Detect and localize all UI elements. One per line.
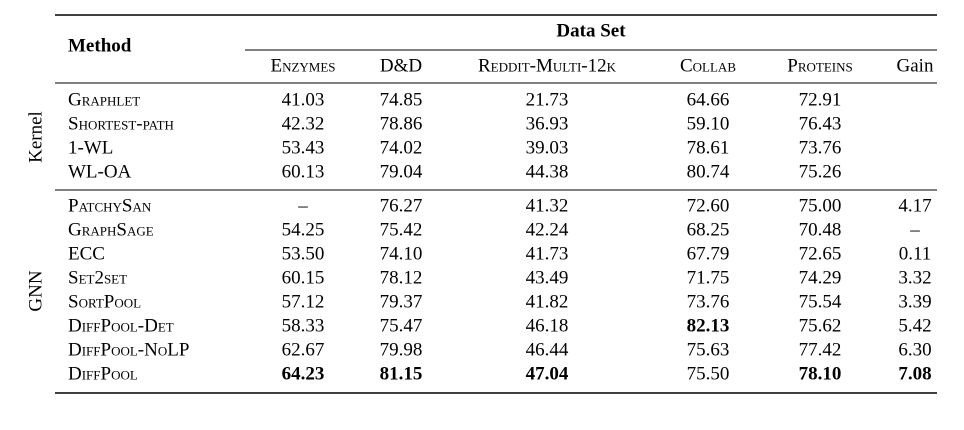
cell: 58.33 xyxy=(282,315,325,336)
cell: 78.10 xyxy=(799,363,842,384)
cell: 73.76 xyxy=(799,137,842,158)
cell: 75.42 xyxy=(380,219,423,240)
method-name: Set2set xyxy=(68,267,127,288)
cell: 64.66 xyxy=(687,89,730,110)
cell: 75.62 xyxy=(799,315,842,336)
cell: 74.10 xyxy=(380,243,423,264)
cell: 46.18 xyxy=(526,315,569,336)
cell: 78.61 xyxy=(687,137,730,158)
cell: 46.44 xyxy=(526,339,569,360)
method-name: DiffPool-NoLP xyxy=(68,339,189,360)
cell: 72.65 xyxy=(799,243,842,264)
method-header: Method xyxy=(68,35,132,56)
cell: 73.76 xyxy=(687,291,730,312)
cell: 75.50 xyxy=(687,363,730,384)
cell: 43.49 xyxy=(526,267,569,288)
cell: 53.50 xyxy=(282,243,325,264)
cell: 0.11 xyxy=(899,243,932,264)
cell: 82.13 xyxy=(687,315,730,336)
cell: 78.12 xyxy=(380,267,423,288)
cell: 75.26 xyxy=(799,161,842,182)
method-name: WL-OA xyxy=(68,161,132,182)
method-name: GraphSage xyxy=(68,219,154,240)
method-name: DiffPool-Det xyxy=(68,315,174,336)
column-header: D&D xyxy=(380,55,422,76)
cell: 79.98 xyxy=(380,339,423,360)
group-label: GNN xyxy=(25,270,46,311)
column-header: Gain xyxy=(897,55,934,76)
cell: 57.12 xyxy=(282,291,325,312)
cell: 74.02 xyxy=(380,137,423,158)
cell: 77.42 xyxy=(799,339,842,360)
cell: 75.47 xyxy=(380,315,423,336)
cell: 60.13 xyxy=(282,161,325,182)
cell: 70.48 xyxy=(799,219,842,240)
cell: 41.82 xyxy=(526,291,569,312)
method-name: Graphlet xyxy=(68,89,140,110)
method-name: DiffPool xyxy=(68,363,138,384)
cell: 68.25 xyxy=(687,219,730,240)
cell: 81.15 xyxy=(380,363,423,384)
cell: 75.00 xyxy=(799,195,842,216)
cell: 4.17 xyxy=(898,195,931,216)
column-header: Proteins xyxy=(787,55,852,76)
cell: – xyxy=(297,195,308,216)
cell: 74.29 xyxy=(799,267,842,288)
method-name: 1-WL xyxy=(68,137,113,158)
cell: 67.79 xyxy=(687,243,730,264)
cell: 60.15 xyxy=(282,267,325,288)
cell: 72.91 xyxy=(799,89,842,110)
cell: 79.37 xyxy=(380,291,423,312)
cell: 74.85 xyxy=(380,89,423,110)
column-header: Enzymes xyxy=(270,55,335,76)
method-name: Shortest-path xyxy=(68,113,174,134)
cell: 36.93 xyxy=(526,113,569,134)
dataset-header: Data Set xyxy=(556,20,626,41)
cell: 41.32 xyxy=(526,195,569,216)
cell: 75.54 xyxy=(799,291,842,312)
cell: 72.60 xyxy=(687,195,730,216)
cell: 7.08 xyxy=(898,363,931,384)
cell: 53.43 xyxy=(282,137,325,158)
cell: – xyxy=(909,219,920,240)
cell: 76.27 xyxy=(380,195,423,216)
cell: 41.73 xyxy=(526,243,569,264)
cell: 44.38 xyxy=(526,161,569,182)
method-name: PatchySan xyxy=(68,195,152,216)
cell: 47.04 xyxy=(526,363,569,384)
column-header: Reddit-Multi-12k xyxy=(478,55,617,76)
cell: 42.32 xyxy=(282,113,325,134)
cell: 39.03 xyxy=(526,137,569,158)
cell: 78.86 xyxy=(380,113,423,134)
cell: 62.67 xyxy=(282,339,325,360)
cell: 5.42 xyxy=(898,315,931,336)
cell: 21.73 xyxy=(526,89,569,110)
cell: 54.25 xyxy=(282,219,325,240)
column-header: Collab xyxy=(680,55,736,76)
cell: 42.24 xyxy=(526,219,569,240)
cell: 76.43 xyxy=(799,113,842,134)
cell: 3.39 xyxy=(898,291,931,312)
cell: 71.75 xyxy=(687,267,730,288)
cell: 41.03 xyxy=(282,89,325,110)
cell: 59.10 xyxy=(687,113,730,134)
cell: 6.30 xyxy=(898,339,931,360)
cell: 64.23 xyxy=(282,363,325,384)
group-label: Kernel xyxy=(25,111,46,163)
method-name: SortPool xyxy=(68,291,141,312)
cell: 79.04 xyxy=(380,161,423,182)
cell: 75.63 xyxy=(687,339,730,360)
method-name: ECC xyxy=(68,243,105,264)
cell: 80.74 xyxy=(687,161,730,182)
cell: 3.32 xyxy=(898,267,931,288)
